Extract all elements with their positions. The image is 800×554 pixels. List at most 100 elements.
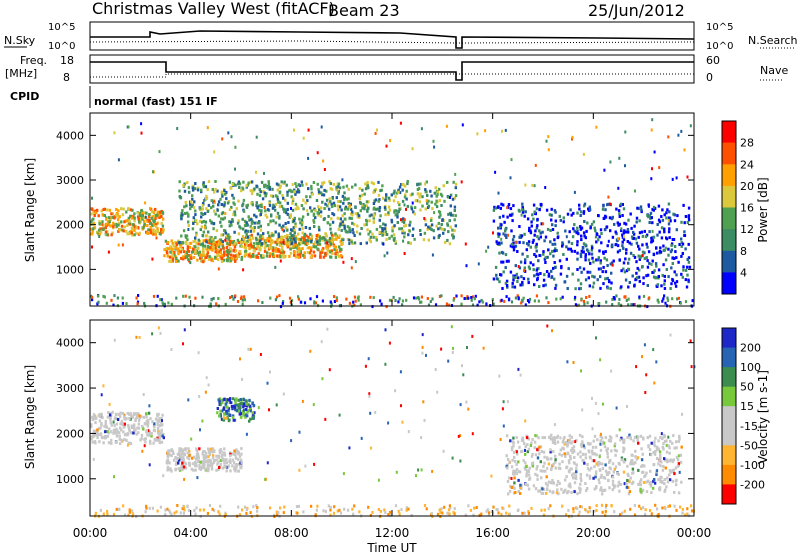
- echo-cell: [203, 244, 207, 248]
- echo-cell: [451, 228, 454, 232]
- echo-cell: [651, 271, 654, 274]
- echo-cell: [539, 469, 542, 473]
- echo-cell: [453, 205, 457, 209]
- echo-cell: [146, 418, 150, 422]
- echo-cell: [571, 235, 575, 239]
- ground-scatter-cell: [213, 508, 216, 512]
- echo-cell: [140, 211, 144, 215]
- echo-cell: [509, 484, 512, 488]
- echo-cell: [363, 223, 366, 227]
- echo-cell: [642, 276, 645, 280]
- echo-cell: [429, 225, 432, 229]
- ground-scatter-cell: [501, 506, 504, 510]
- echo-cell: [156, 426, 160, 430]
- echo-cell: [178, 189, 181, 193]
- echo-cell: [545, 488, 549, 492]
- echo-cell: [234, 456, 238, 460]
- echo-cell: [675, 446, 678, 450]
- echo-cell: [175, 242, 178, 246]
- echo-cell: [226, 398, 229, 402]
- echo-cell: [515, 463, 518, 466]
- ground-scatter-cell: [256, 506, 259, 510]
- echo-cell: [222, 258, 226, 262]
- echo-cell: [265, 215, 269, 219]
- ground-scatter-cell: [380, 302, 383, 306]
- echo-cell: [300, 204, 304, 207]
- ground-scatter-cell: [199, 508, 202, 512]
- ground-scatter-cell: [182, 505, 186, 509]
- echo-cell: [635, 216, 639, 220]
- echo-cell: [320, 236, 324, 240]
- echo-cell: [549, 481, 553, 485]
- echo-cell: [205, 455, 208, 458]
- echo-cell: [381, 233, 384, 237]
- scatter-cell: [465, 264, 468, 268]
- echo-cell: [652, 275, 656, 279]
- echo-cell: [501, 287, 504, 290]
- echo-cell: [436, 190, 440, 194]
- echo-cell: [289, 188, 292, 192]
- scatter-cell: [92, 457, 95, 461]
- echo-cell: [106, 430, 109, 433]
- echo-cell: [572, 227, 575, 231]
- ground-scatter-cell: [112, 303, 115, 307]
- echo-cell: [289, 214, 292, 218]
- echo-cell: [329, 255, 332, 259]
- echo-cell: [246, 235, 249, 239]
- echo-cell: [221, 466, 225, 470]
- echo-cell: [512, 485, 515, 489]
- cpid-strip: CPID normal (fast) 151 IF: [10, 86, 218, 108]
- ground-scatter-cell: [621, 511, 624, 515]
- echo-cell: [223, 203, 226, 207]
- echo-cell: [567, 240, 571, 244]
- echo-cell: [507, 203, 511, 206]
- echo-cell: [286, 240, 289, 244]
- echo-cell: [338, 224, 341, 228]
- echo-cell: [535, 467, 538, 471]
- ground-scatter-cell: [176, 504, 179, 507]
- echo-cell: [204, 253, 207, 257]
- echo-cell: [190, 200, 193, 204]
- velocity-panel-frame: [89, 319, 695, 517]
- echo-cell: [426, 201, 429, 205]
- echo-cell: [178, 458, 181, 462]
- scatter-cell: [98, 235, 101, 238]
- echo-cell: [593, 275, 596, 279]
- echo-cell: [542, 487, 545, 491]
- echo-cell: [255, 241, 258, 245]
- echo-cell: [284, 222, 287, 225]
- echo-cell: [500, 260, 503, 264]
- scatter-cell: [462, 373, 465, 377]
- echo-cell: [276, 254, 279, 258]
- echo-cell: [206, 463, 210, 467]
- echo-cell: [322, 238, 325, 242]
- echo-cell: [184, 466, 188, 470]
- echo-cell: [239, 401, 242, 405]
- echo-cell: [542, 284, 545, 288]
- echo-cell: [286, 234, 289, 237]
- echo-cell: [604, 270, 608, 274]
- echo-cell: [213, 190, 216, 194]
- echo-cell: [223, 192, 227, 196]
- echo-cell: [250, 201, 253, 205]
- echo-cell: [615, 207, 618, 211]
- ground-scatter-cell: [102, 294, 105, 298]
- echo-cell: [288, 236, 291, 240]
- echo-cell: [498, 215, 502, 219]
- echo-cell: [111, 212, 115, 216]
- echo-cell: [604, 277, 607, 281]
- echo-cell: [194, 182, 197, 185]
- echo-cell: [239, 415, 243, 419]
- echo-cell: [631, 458, 634, 462]
- ground-scatter-cell: [472, 295, 475, 299]
- echo-cell: [212, 242, 215, 246]
- ground-scatter-cell: [170, 302, 173, 306]
- echo-cell: [375, 238, 378, 242]
- ground-scatter-cell: [673, 504, 676, 508]
- echo-cell: [201, 466, 205, 470]
- echo-cell: [637, 207, 640, 211]
- echo-cell: [606, 244, 609, 248]
- echo-cell: [349, 230, 352, 234]
- echo-cell: [293, 231, 296, 235]
- echo-cell: [618, 258, 621, 262]
